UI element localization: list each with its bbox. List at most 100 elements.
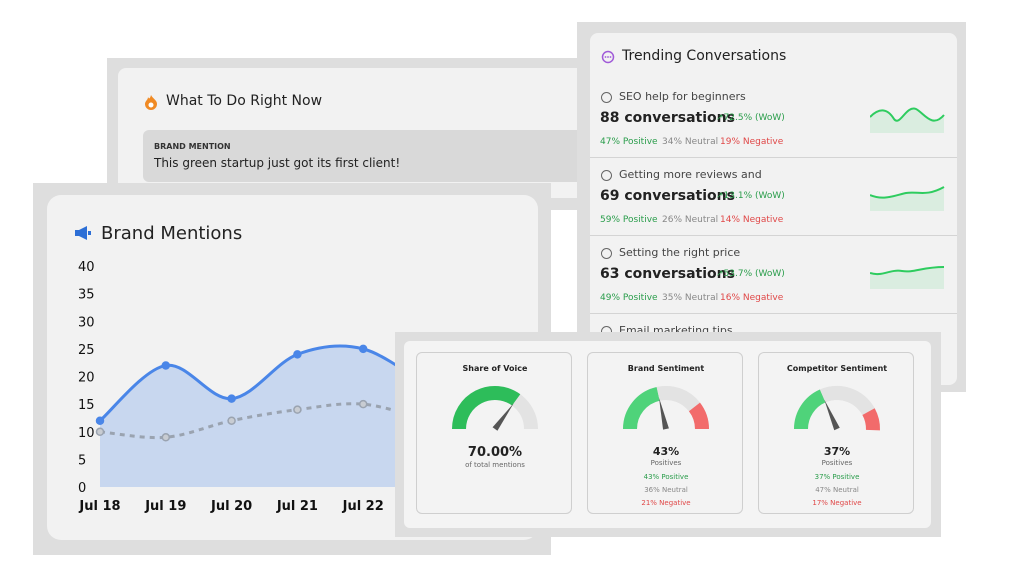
gauge-breakdown: 37% Positive [814, 473, 860, 481]
sparkline-line [870, 186, 945, 199]
count: 69 conversations [600, 188, 735, 204]
y-tick-label: 35 [78, 288, 95, 303]
x-tick-label: Jul 21 [276, 499, 318, 514]
sparkline-line [870, 266, 945, 276]
gauge-title: Brand Sentiment [627, 364, 705, 373]
negative: 19% Negative [720, 137, 784, 147]
change: ↗53.7% (WoW) [716, 269, 785, 279]
point [293, 350, 302, 359]
todo-tag: BRAND MENTION [154, 142, 231, 151]
trend-item: Setting the right price 63 conversations ↗… [590, 241, 957, 319]
y-tick-label: 20 [78, 371, 95, 386]
gauge-card: Share of Voice 70.00% of total mentions [416, 352, 572, 514]
x-tick-label: Jul 19 [144, 499, 186, 514]
todo-card: What To Do Right Now BRAND MENTION This … [118, 68, 587, 198]
gauge-needle [824, 399, 840, 431]
separator [590, 157, 957, 158]
neutral: 35% Neutral [662, 293, 719, 303]
gauge-caption: Positives [650, 459, 682, 467]
gauge-breakdown: 17% Negative [812, 499, 862, 507]
gauge-caption: of total mentions [465, 461, 525, 469]
x-tick-label: Jul 18 [78, 499, 120, 514]
change: ↗72.5% (WoW) [716, 113, 785, 123]
todo-text: This green startup just got its first cl… [154, 156, 401, 170]
x-tick-label: Jul 20 [210, 499, 252, 514]
gauge-frame: Share of Voice 70.00% of total mentions Bra… [395, 332, 941, 537]
todo-item: BRAND MENTION This green startup just go… [143, 130, 587, 182]
point [95, 416, 105, 425]
count: 88 conversations [600, 110, 735, 126]
point [358, 399, 368, 409]
gauge-breakdown: 36% Neutral [644, 486, 688, 494]
negative: 14% Negative [720, 215, 784, 225]
sparkline-area [870, 267, 944, 289]
megaphone-icon [75, 226, 91, 240]
gauge-breakdown: 21% Negative [641, 499, 691, 507]
separator [590, 313, 957, 314]
gauge-segment [623, 387, 661, 430]
todo-title: What To Do Right Now [166, 93, 323, 109]
gauge-fill [452, 386, 521, 430]
change: ↗13.1% (WoW) [716, 191, 785, 201]
y-tick-label: 30 [78, 315, 95, 330]
neutral: 26% Neutral [662, 215, 719, 225]
y-tick-label: 5 [78, 453, 86, 468]
trend-item: Getting more reviews and 69 conversations… [590, 163, 957, 241]
positive: 47% Positive [600, 137, 658, 147]
chat-icon [601, 50, 615, 64]
y-tick-label: 15 [78, 398, 95, 413]
gauge-caption: Positives [821, 459, 853, 467]
gauge-title: Share of Voice [462, 364, 528, 373]
gauge-breakdown: 47% Neutral [815, 486, 859, 494]
topic: SEO help for beginners [619, 90, 746, 103]
gauge-title: Competitor Sentiment [786, 364, 888, 373]
gauge-segment [656, 386, 700, 412]
area [100, 346, 429, 487]
gauge [452, 386, 538, 431]
sparkline [870, 266, 945, 289]
gauge-needle [492, 403, 514, 431]
x-tick-label: Jul 22 [342, 499, 384, 514]
neutral: 34% Neutral [662, 137, 719, 147]
gauge-segment [794, 389, 826, 430]
gauge-card: Competitor Sentiment 37% Positives 37% Posi… [758, 352, 914, 514]
fire-icon [145, 95, 157, 110]
brand-title: Brand Mentions [101, 223, 243, 244]
chart: 0 5 10 15 20 25 30 35 40 Jul 18 Jul 19 Jul 20 Jul 21… [78, 260, 434, 514]
negative: 16% Negative [720, 293, 784, 303]
todo-frame: What To Do Right Now BRAND MENTION This … [107, 58, 587, 210]
chat-icon [601, 92, 612, 103]
count: 63 conversations [600, 266, 735, 282]
sparkline-area [870, 187, 944, 211]
point [161, 433, 171, 442]
sparkline [870, 107, 945, 133]
gauge-segment [688, 402, 709, 430]
positive: 49% Positive [600, 293, 658, 303]
point [358, 344, 368, 354]
separator [590, 235, 957, 236]
gauge-breakdown: 43% Positive [643, 473, 689, 481]
gauge-segment [819, 386, 875, 416]
topic: Setting the right price [619, 246, 741, 259]
y-tick-label: 10 [78, 426, 95, 441]
gauge-value: 70.00% [467, 445, 523, 460]
gauge-needle [659, 397, 669, 430]
gauge [794, 386, 880, 431]
point [95, 427, 105, 436]
sparkline-line [870, 107, 945, 122]
y-tick-label: 0 [78, 481, 86, 496]
trending-card: Trending Conversations SEO help for begi… [590, 33, 957, 385]
trending-frame: Trending Conversations SEO help for begi… [577, 22, 966, 392]
gauge-value: 43% [652, 445, 680, 458]
y-tick-label: 25 [78, 343, 95, 358]
chat-icon [601, 248, 612, 259]
gauge-panel: Share of Voice 70.00% of total mentions Bra… [404, 341, 931, 528]
y-tick-label: 40 [78, 260, 95, 275]
point [227, 416, 236, 425]
trend-item: SEO help for beginners 88 conversations ↗7… [590, 85, 957, 163]
sparkline [870, 186, 945, 211]
sparkline-area [870, 108, 944, 133]
positive: 59% Positive [600, 215, 658, 225]
gauge-value: 37% [823, 445, 851, 458]
